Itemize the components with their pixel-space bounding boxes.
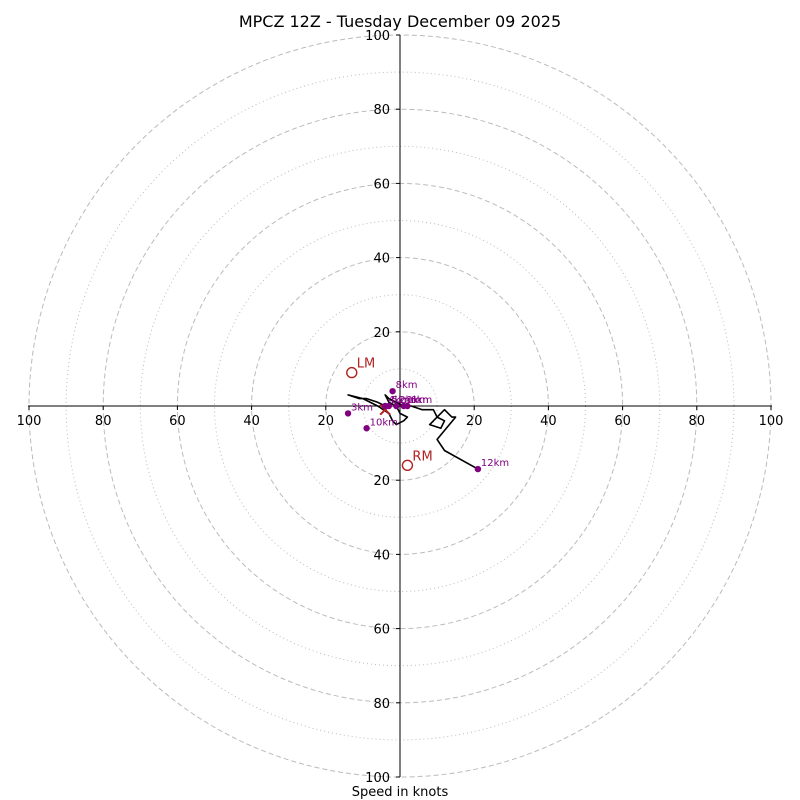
- height-point-8km: [389, 387, 396, 395]
- height-label-3km: 3km: [351, 402, 373, 413]
- height-label-5km: 5km: [392, 395, 414, 406]
- x-tick-left-label: 80: [95, 414, 112, 429]
- height-label-1km: 1km: [407, 395, 429, 406]
- x-tick-right-label: 40: [540, 414, 557, 429]
- y-tick-bottom-label: 20: [373, 474, 390, 489]
- storm-motion-rm: [401, 459, 414, 472]
- x-axis-label: Speed in knots: [352, 785, 449, 800]
- tick-labels: 100 100 100 100 80 80 80 80 60 60 60 60 40 40 40 40 20 20…: [17, 29, 784, 786]
- storm-motion-label-lm: LM: [357, 357, 375, 372]
- height-label-8km: 8km: [396, 380, 418, 391]
- height-label-4km: 4km: [388, 395, 410, 406]
- y-tick-top-label: 20: [373, 326, 390, 341]
- height-label-10km: 10km: [370, 417, 398, 428]
- height-point-3km: [344, 410, 352, 417]
- y-tick-top-label: 80: [373, 103, 390, 118]
- height-point-12km: [474, 465, 482, 473]
- axes: [28, 35, 772, 777]
- height-point-6km: [404, 402, 411, 410]
- storm-motion-label-rm: RM: [412, 449, 432, 464]
- x-tick-right-label: 60: [614, 414, 631, 429]
- height-point-10km: [363, 425, 370, 432]
- x-tick-right-label: 100: [759, 414, 784, 429]
- y-tick-top-label: 100: [365, 29, 390, 44]
- hodograph-line: [347, 394, 479, 470]
- x-tick-left-label: 40: [243, 414, 260, 429]
- storm-motion-lm: [346, 366, 358, 379]
- y-tick-bottom-label: 80: [373, 697, 390, 712]
- x-tick-right-label: 80: [689, 414, 706, 429]
- y-tick-top-label: 40: [373, 252, 390, 267]
- chart-title: MPCZ 12Z - Tuesday December 09 2025: [239, 12, 561, 31]
- height-point-5km: [385, 402, 393, 410]
- x-tick-right-label: 20: [466, 414, 483, 429]
- y-tick-top-label: 60: [373, 177, 390, 192]
- x-tick-left-label: 100: [17, 414, 42, 429]
- height-label-2km: 2km: [399, 395, 421, 406]
- y-tick-bottom-label: 40: [373, 548, 390, 563]
- height-label-12km: 12km: [481, 458, 509, 469]
- x-tick-left-label: 60: [169, 414, 186, 429]
- height-point-2km: [393, 402, 400, 410]
- y-tick-bottom-label: 60: [373, 623, 390, 638]
- y-tick-bottom-label: 100: [365, 771, 390, 786]
- x-tick-left-label: 20: [318, 414, 335, 429]
- height-label-6km: 6km: [410, 395, 432, 406]
